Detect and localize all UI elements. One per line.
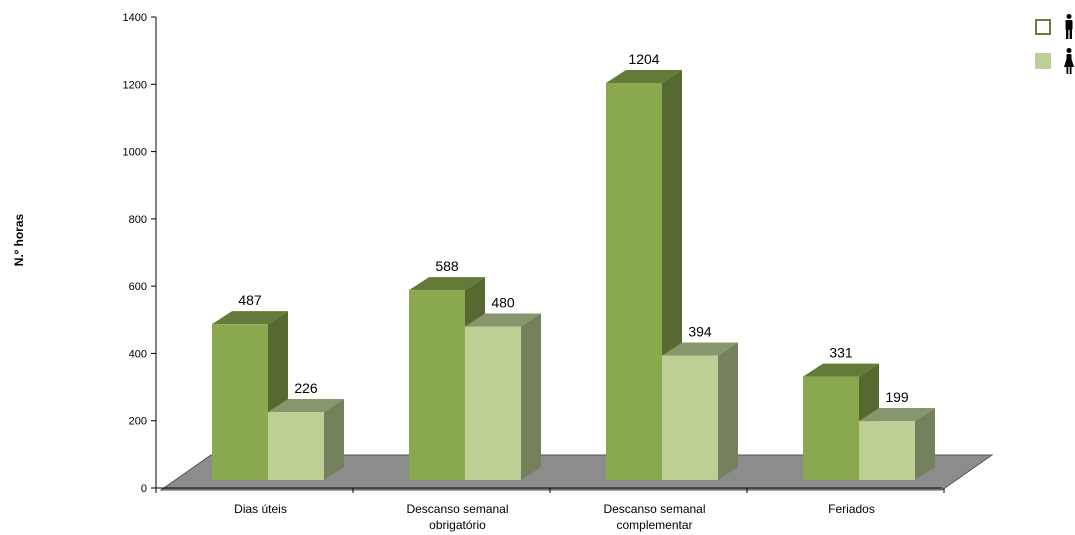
figure-body	[1065, 20, 1073, 30]
x-category-label: Feriados	[828, 502, 875, 516]
bar-top	[212, 311, 288, 325]
bar-value-label: 487	[238, 292, 262, 308]
x-category-label: Descanso semanal obrigatório	[406, 502, 508, 532]
bar-side	[915, 408, 935, 480]
bar	[662, 342, 738, 480]
bar-front	[662, 355, 718, 480]
y-tick-label: 1000	[123, 147, 147, 159]
bar-side	[324, 398, 344, 480]
y-tick-label: 0	[141, 483, 147, 495]
bar-value-label: 480	[491, 295, 515, 311]
bar	[268, 398, 344, 480]
bar-value-label: 588	[435, 258, 459, 274]
y-tick-label: 400	[129, 348, 147, 360]
y-tick-label: 1200	[123, 79, 147, 91]
bar-value-label: 331	[829, 345, 853, 361]
bar-top	[606, 69, 682, 83]
bar	[859, 408, 935, 480]
bar-front	[859, 421, 915, 480]
bar-value-label: 226	[294, 380, 318, 396]
y-tick-label: 800	[129, 214, 147, 226]
bar-front	[606, 82, 662, 480]
x-category-label: Dias úteis	[234, 502, 287, 516]
bar-value-label: 394	[688, 323, 712, 339]
bar-top	[465, 313, 541, 327]
figure-leg	[1066, 29, 1069, 39]
bar-front	[409, 290, 465, 480]
legend-swatch	[1035, 53, 1051, 69]
legend-swatch	[1035, 19, 1051, 35]
y-tick-label: 1400	[123, 12, 147, 24]
bar-top	[662, 342, 738, 356]
bar-top	[268, 398, 344, 412]
y-tick-label: 600	[129, 281, 147, 293]
bar-side	[718, 342, 738, 480]
bar	[465, 313, 541, 480]
x-category-label: Descanso semanal complementar	[603, 502, 705, 532]
bar-value-label: 199	[885, 389, 909, 405]
bar-top	[803, 363, 879, 377]
figure-head	[1066, 14, 1072, 19]
bar-top	[409, 277, 485, 291]
bar-front	[465, 326, 521, 480]
figure-leg	[1069, 29, 1072, 39]
figure-body	[1066, 54, 1072, 60]
female-figure-icon	[1064, 48, 1074, 74]
y-axis-label: N.º horas	[12, 213, 26, 266]
bar-value-label: 1204	[628, 51, 659, 67]
bar-front	[803, 376, 859, 480]
bar-side	[521, 313, 541, 480]
male-figure-icon	[1065, 14, 1073, 39]
bar-front	[212, 324, 268, 480]
figure-skirt	[1064, 59, 1074, 67]
figure-leg	[1069, 67, 1072, 74]
figure-head	[1066, 48, 1072, 53]
bar-top	[859, 408, 935, 422]
y-tick-label: 200	[129, 416, 147, 428]
chart-floor	[159, 454, 994, 491]
bar-front	[268, 411, 324, 480]
figure-leg	[1066, 67, 1069, 74]
